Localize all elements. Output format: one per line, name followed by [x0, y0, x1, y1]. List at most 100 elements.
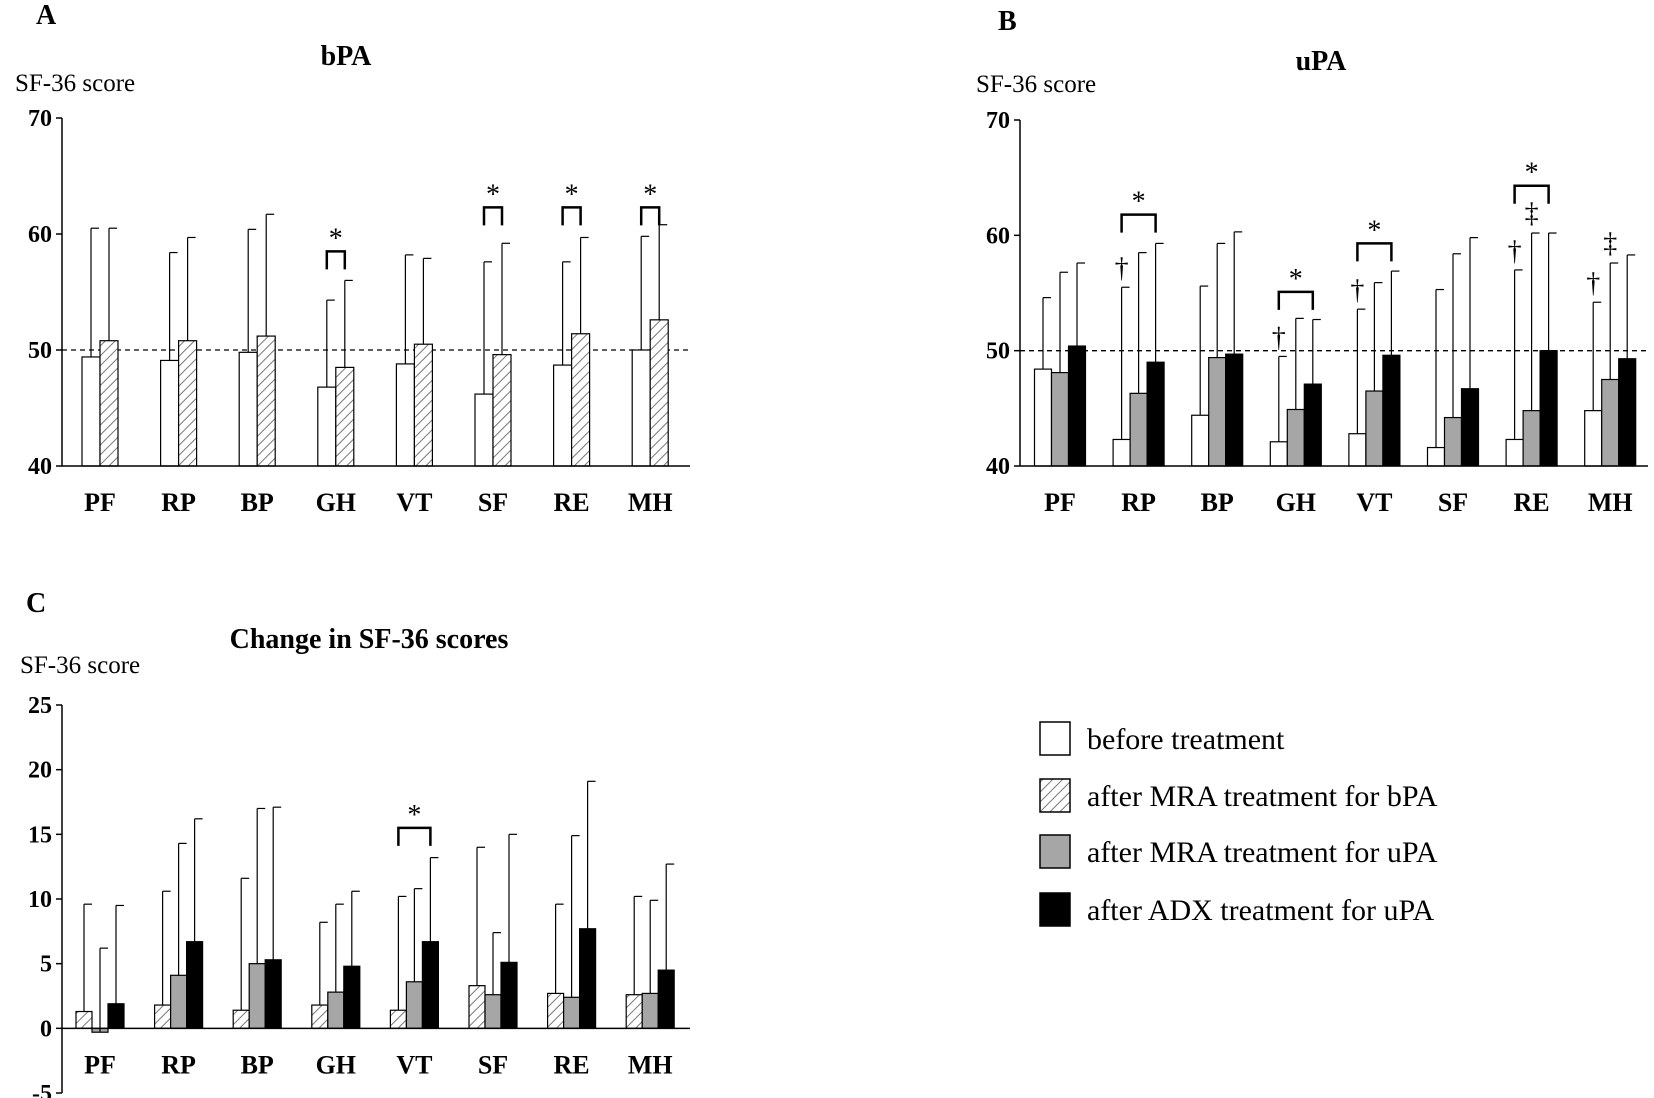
legend-swatch-black	[1039, 892, 1071, 927]
significance-star: *	[643, 179, 657, 210]
panel-letter-b: B	[998, 6, 1017, 37]
bar	[317, 386, 337, 467]
bar	[1443, 416, 1463, 467]
legend-item-before-treatment: before treatment	[1039, 721, 1285, 756]
bar	[484, 994, 502, 1029]
x-tick-label: SF	[478, 1050, 508, 1079]
significance-dagger: †	[1508, 236, 1522, 267]
x-tick-label: BP	[241, 488, 274, 517]
x-tick-label: SF	[478, 488, 508, 517]
significance-star: *	[486, 179, 500, 210]
bar	[1269, 441, 1288, 467]
plot-area: 40 50 60 70 PF RP BP GH VT SF RE MH * * * *	[28, 106, 690, 517]
bar	[186, 941, 204, 1029]
bar	[657, 969, 675, 1029]
bar	[389, 1009, 407, 1029]
legend-label: after MRA treatment for uPA	[1087, 836, 1438, 869]
legend-item-mra-upa: after MRA treatment for uPA	[1039, 834, 1438, 869]
bar	[1112, 438, 1131, 467]
bar	[99, 340, 119, 467]
bar	[75, 1010, 93, 1029]
x-tick-label: PF	[84, 488, 116, 517]
chart-title: Change in SF-36 scores	[230, 624, 509, 655]
x-tick-label: PF	[1044, 488, 1076, 517]
bar	[413, 343, 433, 467]
panel-letter-a: A	[36, 0, 57, 31]
bar	[1365, 390, 1384, 467]
bar	[1618, 358, 1637, 467]
chart-title: bPA	[321, 41, 373, 72]
bar	[421, 941, 439, 1029]
bar	[160, 359, 180, 467]
bar	[1033, 368, 1053, 467]
bar	[1348, 433, 1367, 467]
chart-upa: uPA SF-36 score 40 50 60 70 PF RP BP GH VT SF RE MH…	[976, 46, 1648, 517]
y-tick-label: 40	[28, 454, 52, 480]
bar	[170, 974, 188, 1029]
bar	[178, 340, 198, 467]
chart-title: uPA	[1296, 46, 1348, 77]
y-tick-label: -5	[32, 1081, 52, 1098]
bar	[570, 333, 591, 467]
bar	[578, 928, 597, 1029]
x-tick-label: MH	[628, 488, 673, 517]
x-tick-label: VT	[396, 1050, 432, 1079]
legend-item-adx-upa: after ADX treatment for uPA	[1039, 892, 1434, 927]
bar	[562, 996, 581, 1029]
chart-change: Change in SF-36 scores SF-36 score -5 0 5 1…	[20, 624, 690, 1098]
x-tick-label: VT	[1356, 488, 1392, 517]
y-tick-label: 15	[28, 822, 52, 848]
y-tick-label: 0	[40, 1016, 52, 1042]
legend-swatch-hatch	[1039, 778, 1071, 813]
bar	[107, 1003, 125, 1029]
bar	[395, 363, 415, 467]
y-tick-label: 5	[40, 952, 52, 978]
x-tick-label: MH	[1588, 488, 1633, 517]
bar	[474, 393, 494, 467]
y-tick-label: 25	[28, 693, 52, 719]
legend-item-mra-bpa: after MRA treatment for bPA	[1039, 778, 1438, 813]
significance-dagger: ‡	[1603, 228, 1617, 259]
bar	[343, 965, 361, 1029]
panel-letter-c: C	[26, 588, 46, 619]
bar	[1146, 361, 1165, 467]
significance-bracket	[1120, 213, 1157, 233]
significance-bracket	[561, 206, 582, 226]
x-tick-label: RP	[161, 488, 196, 517]
x-tick-label: RP	[1121, 488, 1156, 517]
significance-bracket	[397, 826, 432, 846]
y-tick-label: 20	[28, 758, 52, 784]
significance-bracket	[639, 206, 661, 226]
significance-bracket	[1277, 290, 1315, 310]
significance-bracket	[482, 206, 504, 226]
x-tick-label: GH	[1276, 488, 1316, 517]
bar	[1522, 410, 1541, 467]
x-tick-label: MH	[628, 1050, 673, 1079]
bar	[552, 364, 573, 467]
significance-star: *	[1289, 264, 1303, 295]
bar	[641, 992, 659, 1029]
plot-area: -5 0 5 10 15 20 25 PF RP BP GH VT SF RE MH *	[28, 693, 690, 1098]
y-axis-label: SF-36 score	[20, 652, 140, 679]
y-tick-label: 60	[28, 222, 52, 248]
bar	[1426, 446, 1446, 467]
y-tick-label: 70	[28, 106, 52, 132]
bar	[1286, 408, 1305, 467]
y-tick-label: 50	[986, 339, 1010, 365]
legend-swatch-white	[1039, 721, 1071, 756]
bar	[1067, 345, 1087, 467]
legend-label: after MRA treatment for bPA	[1087, 780, 1438, 813]
bar	[546, 992, 565, 1029]
bar	[264, 959, 282, 1029]
bar	[232, 1009, 250, 1029]
y-tick-label: 60	[986, 223, 1010, 249]
x-tick-label: PF	[84, 1050, 116, 1079]
significance-dagger: †	[1115, 253, 1129, 284]
bar	[1191, 414, 1210, 467]
bar	[405, 981, 423, 1029]
bar	[625, 994, 643, 1029]
bar	[1303, 383, 1322, 467]
y-tick-label: 40	[986, 454, 1010, 480]
x-tick-label: GH	[316, 488, 356, 517]
